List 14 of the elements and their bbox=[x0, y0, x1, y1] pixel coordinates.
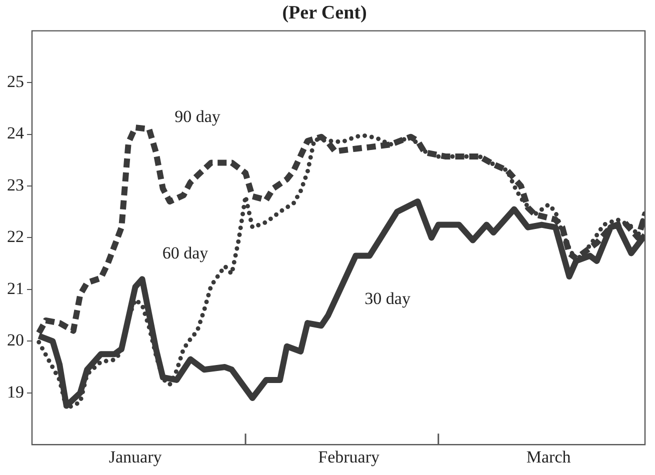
y-tick-label: 22 bbox=[7, 227, 24, 246]
series-label: 30 day bbox=[364, 289, 411, 308]
chart-title: (Per Cent) bbox=[282, 2, 367, 24]
series-label: 60 day bbox=[162, 244, 209, 263]
series-label: 90 day bbox=[174, 107, 221, 126]
x-tick-label: January bbox=[108, 447, 162, 466]
y-tick-label: 25 bbox=[7, 72, 24, 91]
y-tick-label: 20 bbox=[7, 330, 24, 350]
x-tick-label: February bbox=[318, 447, 380, 466]
y-tick-label: 19 bbox=[7, 382, 24, 402]
y-tick-label: 24 bbox=[7, 124, 24, 143]
y-tick-label: 21 bbox=[7, 278, 24, 298]
y-tick-label: 23 bbox=[7, 175, 24, 194]
x-tick-label: March bbox=[526, 447, 572, 466]
